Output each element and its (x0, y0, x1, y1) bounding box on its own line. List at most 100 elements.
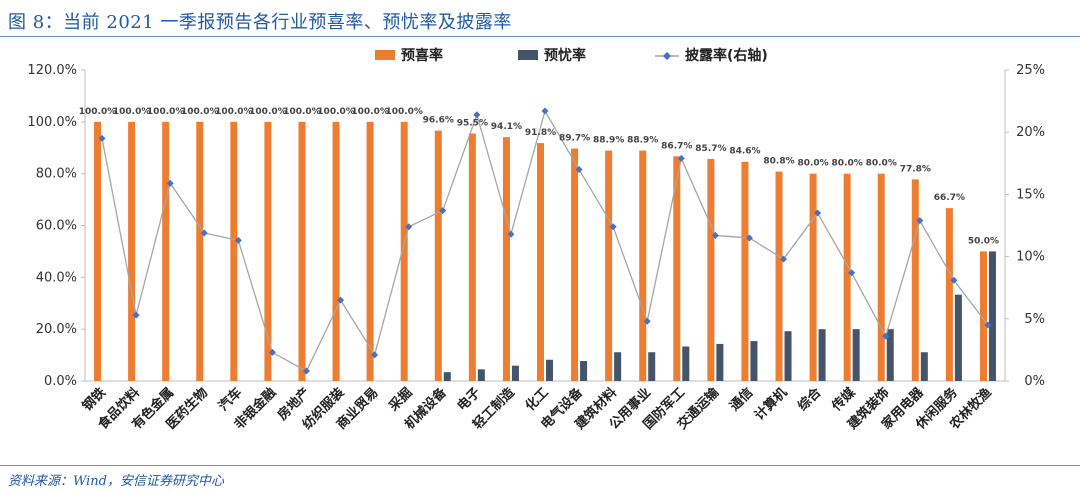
bar-bad (784, 331, 792, 381)
bar-bad (920, 352, 928, 381)
bar-bad (988, 251, 996, 381)
y-right-tick-label: 0% (1024, 374, 1045, 389)
bar-data-label: 85.7% (695, 144, 726, 154)
bar-data-label: 100.0% (181, 107, 219, 117)
bar-good (94, 121, 102, 381)
bar-good (605, 150, 613, 381)
y-left-tick-label: 20.0% (36, 322, 77, 337)
bar-good (468, 133, 476, 381)
disclosure-point (405, 223, 413, 231)
bar-bad (682, 346, 690, 381)
bar-good (366, 121, 374, 381)
source-note: 资料来源：Wind，安信证券研究中心 (8, 474, 224, 489)
disclosure-point (302, 367, 310, 375)
bar-good (264, 121, 272, 381)
bar-good (639, 150, 647, 381)
disclosure-point (848, 269, 856, 277)
title-divider (0, 36, 1080, 37)
figure-title: 图 8：当前 2021 一季报预告各行业预喜率、预忧率及披露率 (8, 12, 512, 33)
bar-good (809, 173, 817, 381)
bar-good (673, 156, 681, 381)
legend-label-good: 预喜率 (401, 47, 443, 64)
legend-swatch-marker (663, 52, 671, 60)
bar-bad (750, 341, 758, 381)
bar-good (571, 148, 579, 381)
bar-good (843, 173, 851, 381)
disclosure-point (234, 236, 242, 244)
disclosure-point (950, 276, 958, 284)
category-label: 综合 (795, 384, 825, 414)
y-left-tick-label: 0.0% (44, 374, 77, 389)
bar-data-label: 88.9% (627, 136, 658, 146)
bar-data-label: 96.6% (423, 116, 454, 126)
bar-good (911, 179, 919, 381)
y-right-tick-label: 25% (1016, 63, 1045, 78)
bar-data-label: 80.0% (832, 159, 863, 169)
category-label: 计算机 (751, 385, 790, 424)
bar-good (741, 161, 749, 381)
bar-data-label: 89.7% (559, 134, 590, 144)
bar-good (775, 171, 783, 381)
bar-data-label: 88.9% (593, 136, 624, 146)
bar-bad (546, 359, 553, 381)
disclosure-point (507, 230, 515, 238)
bar-data-label: 66.7% (934, 193, 965, 203)
bar-data-label: 100.0% (79, 107, 117, 117)
bar-data-label: 100.0% (249, 107, 287, 117)
disclosure-point (541, 107, 549, 115)
disclosure-point (780, 255, 788, 263)
y-left-tick-label: 40.0% (36, 270, 77, 285)
bar-data-label: 77.8% (900, 164, 931, 174)
disclosure-point (575, 166, 583, 174)
disclosure-point (337, 296, 345, 304)
y-right-tick-label: 15% (1016, 187, 1045, 202)
bar-data-label: 86.7% (661, 141, 692, 151)
category-label: 电子 (454, 385, 484, 415)
disclosure-point (200, 229, 208, 237)
bar-good (502, 137, 510, 381)
bar-data-label: 80.0% (797, 159, 828, 169)
bar-bad (614, 352, 622, 381)
bar-good (162, 121, 170, 381)
bar-data-label: 100.0% (113, 107, 151, 117)
y-left-tick-label: 120.0% (27, 63, 77, 78)
y-left-tick-label: 60.0% (36, 219, 77, 234)
bar-good (537, 143, 544, 381)
bar-bad (443, 372, 451, 381)
bar-bad (818, 329, 826, 381)
bar-bad (852, 329, 860, 381)
bar-bad (648, 352, 656, 381)
bar-bad (580, 361, 588, 381)
category-label: 汽车 (215, 385, 245, 415)
disclosure-point (166, 179, 174, 187)
source-divider (0, 465, 1080, 466)
category-label: 钢铁 (79, 385, 109, 415)
bar-bad (954, 294, 962, 381)
bar-data-label: 50.0% (968, 236, 999, 246)
bar-data-label: 80.0% (866, 159, 897, 169)
disclosure-point (98, 134, 106, 142)
category-label: 采掘 (385, 385, 415, 415)
disclosure-point (268, 348, 276, 356)
category-label: 传媒 (828, 384, 859, 415)
bar-data-label: 100.0% (351, 107, 389, 117)
bar-data-label: 84.6% (729, 147, 760, 157)
disclosure-point (473, 111, 481, 119)
bar-good (298, 121, 306, 381)
bar-bad (477, 369, 485, 381)
disclosure-point (677, 154, 685, 162)
y-right-tick-label: 20% (1016, 125, 1045, 140)
bar-good (434, 130, 442, 381)
disclosure-point (609, 223, 617, 231)
disclosure-line (98, 107, 992, 375)
title-bar: 图 8：当前 2021 一季报预告各行业预喜率、预忧率及披露率 (0, 0, 1080, 44)
bar-good (128, 121, 136, 381)
legend-label-line: 披露率(右轴) (685, 47, 768, 64)
disclosure-point (643, 317, 651, 325)
bar-data-label: 100.0% (215, 107, 253, 117)
disclosure-point (882, 332, 890, 340)
disclosure-point (371, 351, 379, 359)
bar-good (945, 208, 953, 381)
y-right-tick-label: 5% (1024, 312, 1045, 327)
bar-good (196, 121, 204, 381)
